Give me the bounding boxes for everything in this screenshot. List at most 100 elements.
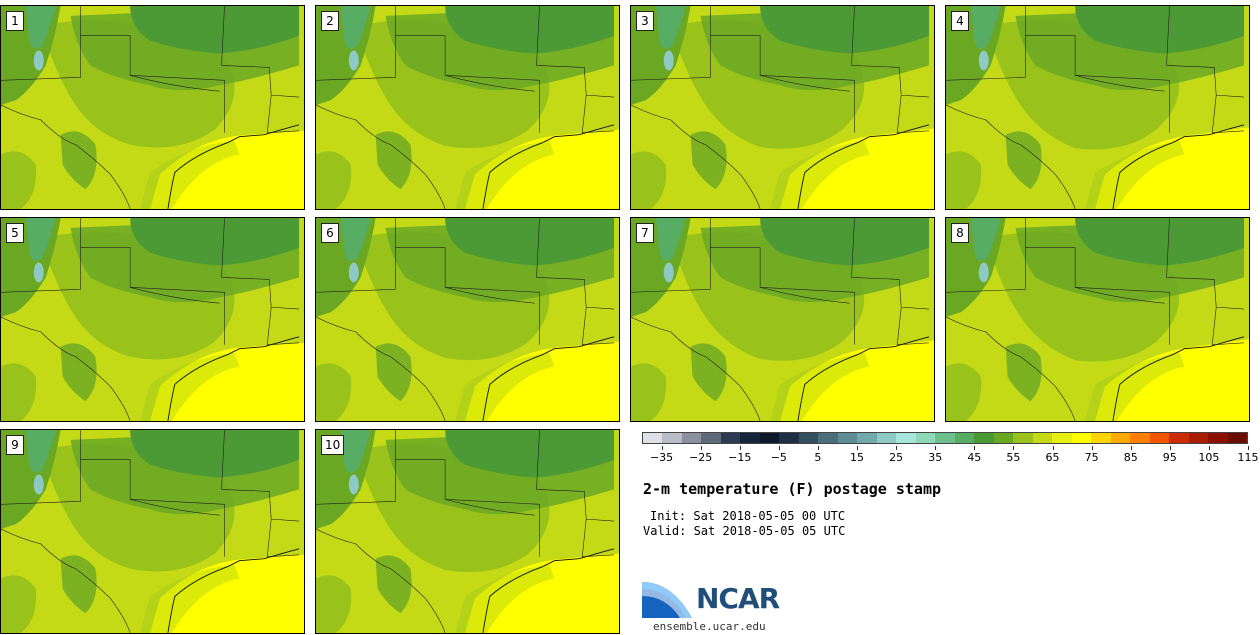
colorbar-swatch-26: [1149, 433, 1170, 443]
colorbar-tick-label: 95: [1162, 451, 1177, 464]
colorbar-swatch-21: [1052, 433, 1072, 443]
colorbar-tick-label: 75: [1084, 451, 1099, 464]
colorbar-swatch-3: [701, 433, 721, 443]
colorbar-swatch-7: [779, 433, 799, 443]
colorbar-tick-label: −5: [770, 451, 787, 464]
colorbar-swatch-12: [876, 433, 897, 443]
stamp-label: 4: [951, 11, 969, 31]
colorbar-tick: [1013, 446, 1015, 450]
colorbar-tick: [1091, 446, 1093, 450]
colorbar-swatch-2: [681, 433, 702, 443]
temperature-map: [946, 218, 1249, 421]
colorbar-swatch-0: [643, 433, 663, 443]
stamp-label: 7: [636, 223, 654, 243]
colorbar-tick: [896, 446, 898, 450]
stamp-panel-9[interactable]: 9: [0, 429, 305, 634]
colorbar-swatch-9: [818, 433, 838, 443]
stamp-panel-1[interactable]: 1: [0, 5, 305, 210]
colorbar-tick: [974, 446, 976, 450]
temperature-map: [1, 218, 304, 421]
colorbar-tick-label: 65: [1045, 451, 1060, 464]
colorbar-tick: [857, 446, 859, 450]
colorbar-swatch-30: [1227, 433, 1248, 443]
stamp-label: 10: [321, 435, 345, 455]
colorbar-tick-label: 5: [814, 451, 822, 464]
colorbar-swatch-18: [993, 433, 1014, 443]
colorbar-swatch-25: [1130, 433, 1150, 443]
temperature-map: [316, 6, 619, 209]
stamp-label: 1: [6, 11, 24, 31]
colorbar-swatch-5: [740, 433, 760, 443]
colorbar-tick: [739, 446, 741, 450]
temperature-colorbar: [642, 432, 1248, 444]
temperature-map: [316, 430, 619, 633]
stamp-label: 5: [6, 223, 24, 243]
stamp-panel-5[interactable]: 5: [0, 217, 305, 422]
colorbar-swatch-4: [720, 433, 741, 443]
colorbar-swatch-29: [1208, 433, 1228, 443]
colorbar-swatch-17: [974, 433, 994, 443]
temperature-map: [946, 6, 1249, 209]
colorbar-swatch-15: [935, 433, 955, 443]
colorbar-tick-label: −25: [689, 451, 713, 464]
colorbar-tick-label: −15: [728, 451, 752, 464]
temperature-map: [1, 6, 304, 209]
temperature-map: [631, 6, 934, 209]
ncar-logo-text: NCAR: [696, 582, 780, 615]
ncar-url: ensemble.ucar.edu: [653, 620, 766, 633]
colorbar-tick-label: 105: [1198, 451, 1220, 464]
stamp-panel-2[interactable]: 2: [315, 5, 620, 210]
colorbar-swatch-6: [759, 433, 780, 443]
valid-time: Valid: Sat 2018-05-05 05 UTC: [643, 524, 846, 538]
stamp-label: 8: [951, 223, 969, 243]
temperature-map: [316, 218, 619, 421]
colorbar-ticks: −35 −25 −15 −5 5 15 25 35 45 55 65 75 85 95 105 115: [642, 446, 1259, 468]
colorbar-tick-label: 85: [1123, 451, 1138, 464]
colorbar-swatch-22: [1071, 433, 1092, 443]
colorbar-tick: [661, 446, 663, 450]
colorbar-tick: [778, 446, 780, 450]
ncar-swoosh-icon: [642, 582, 692, 618]
colorbar-tick: [700, 446, 702, 450]
colorbar-tick: [935, 446, 937, 450]
init-time: Init: Sat 2018-05-05 00 UTC: [650, 509, 846, 523]
stamp-panel-7[interactable]: 7: [630, 217, 935, 422]
page-title: 2-m temperature (F) postage stamp: [643, 480, 942, 498]
stamp-label: 6: [321, 223, 339, 243]
colorbar-tick: [1169, 446, 1171, 450]
colorbar-tick: [1052, 446, 1054, 450]
colorbar-swatch-1: [662, 433, 682, 443]
stamp-label: 9: [6, 435, 24, 455]
colorbar-swatch-14: [915, 433, 936, 443]
colorbar-tick: [1208, 446, 1210, 450]
colorbar-tick: [817, 446, 819, 450]
colorbar-swatch-10: [837, 433, 858, 443]
colorbar-tick-label: 35: [928, 451, 943, 464]
colorbar-tick: [1130, 446, 1132, 450]
colorbar-swatch-27: [1169, 433, 1189, 443]
colorbar-swatch-20: [1032, 433, 1053, 443]
colorbar-swatch-11: [857, 433, 877, 443]
colorbar-swatch-16: [954, 433, 975, 443]
stamp-label: 3: [636, 11, 654, 31]
stamp-panel-4[interactable]: 4: [945, 5, 1250, 210]
colorbar-tick-label: 55: [1006, 451, 1021, 464]
colorbar-tick-label: 45: [967, 451, 982, 464]
stamp-label: 2: [321, 11, 339, 31]
temperature-map: [631, 218, 934, 421]
colorbar-tick-label: 115: [1237, 451, 1259, 464]
colorbar-swatch-8: [798, 433, 819, 443]
colorbar-tick-label: 25: [889, 451, 904, 464]
colorbar-swatch-24: [1110, 433, 1131, 443]
stamp-panel-3[interactable]: 3: [630, 5, 935, 210]
temperature-map: [1, 430, 304, 633]
colorbar-swatch-13: [896, 433, 916, 443]
ncar-logo[interactable]: NCAR ensemble.ucar.edu: [642, 578, 802, 633]
stamp-panel-6[interactable]: 6: [315, 217, 620, 422]
colorbar-tick: [1248, 446, 1249, 450]
colorbar-swatch-23: [1091, 433, 1111, 443]
stamp-panel-10[interactable]: 10: [315, 429, 620, 634]
stamp-panel-8[interactable]: 8: [945, 217, 1250, 422]
colorbar-swatch-28: [1188, 433, 1209, 443]
colorbar-tick-label: −35: [649, 451, 674, 464]
